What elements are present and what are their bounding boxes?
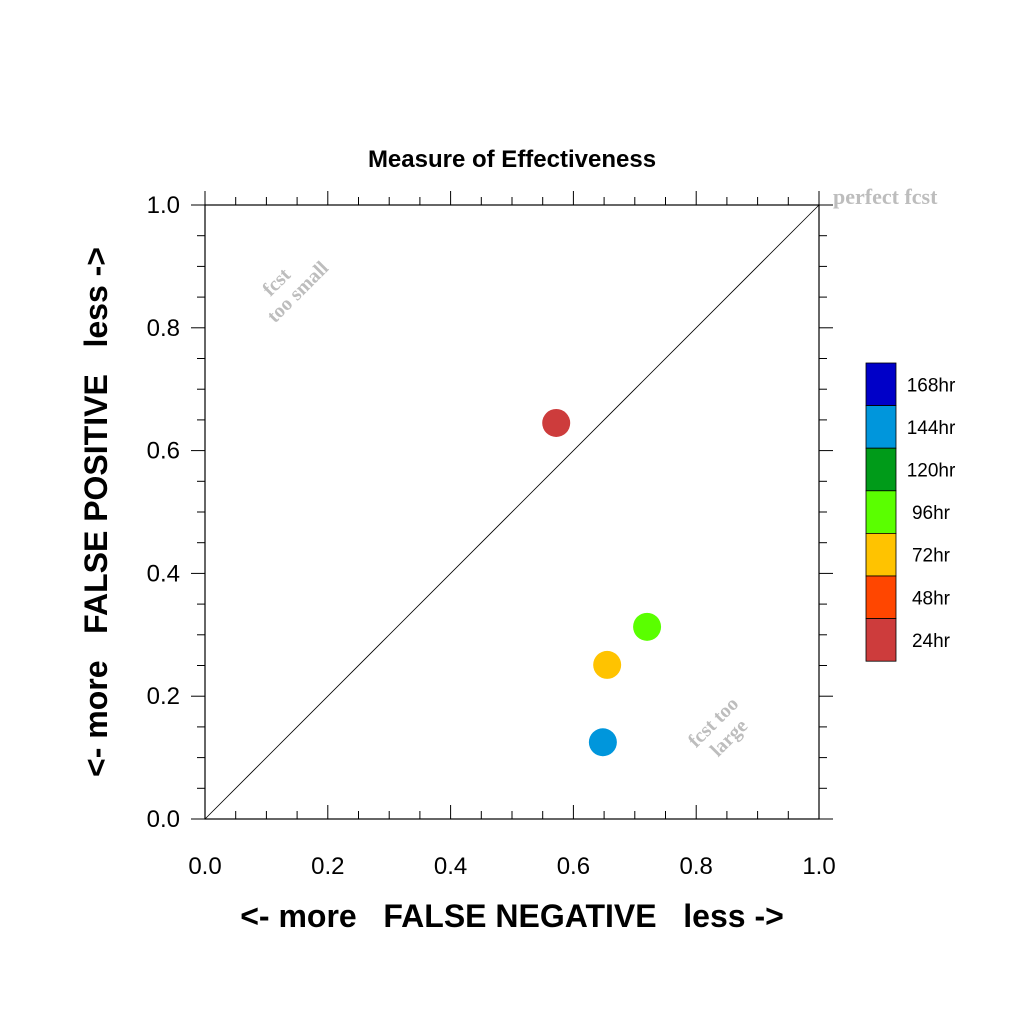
legend-swatch-24hr bbox=[865, 618, 897, 662]
y-tick-label: 0.0 bbox=[147, 806, 180, 833]
legend-label-144hr: 144hr bbox=[907, 418, 956, 439]
plot-area: 0.0 0.2 0.4 0.6 0.8 1.0 0.0 0.2 0.4 0.6 0.8 1.0 bbox=[147, 191, 836, 880]
legend-label-120hr: 120hr bbox=[907, 461, 956, 482]
legend-label-48hr: 48hr bbox=[912, 588, 951, 609]
point-72hr bbox=[593, 650, 622, 679]
x-axis-label: <- more FALSE NEGATIVE less -> bbox=[240, 898, 784, 934]
legend-label-96hr: 96hr bbox=[912, 503, 951, 524]
legend-swatch-120hr bbox=[865, 447, 897, 492]
point-96hr bbox=[633, 612, 662, 641]
point-24hr bbox=[542, 408, 571, 437]
legend-swatch-48hr bbox=[865, 575, 897, 619]
y-tick-label: 0.8 bbox=[147, 315, 180, 342]
y-tick-label: 0.2 bbox=[147, 683, 180, 710]
y-tick-label: 1.0 bbox=[147, 192, 180, 219]
too-small-annotation: fcst too small bbox=[258, 257, 333, 327]
x-tick-label: 1.0 bbox=[802, 853, 835, 880]
x-tick-label: 0.0 bbox=[188, 853, 221, 880]
x-tick-label: 0.4 bbox=[434, 853, 467, 880]
chart-title: Measure of Effectiveness bbox=[368, 146, 656, 173]
perfect-forecast-annotation: perfect fcst bbox=[833, 184, 938, 209]
reference-diagonal bbox=[204, 204, 820, 820]
x-tick-label: 0.8 bbox=[680, 853, 713, 880]
x-tick-label: 0.2 bbox=[311, 853, 344, 880]
legend-swatch-96hr bbox=[865, 490, 897, 534]
legend-label-24hr: 24hr bbox=[912, 631, 951, 652]
legend: 168hr 144hr 120hr 96hr 72hr 48hr 24hr bbox=[865, 362, 956, 662]
y-tick-label: 0.6 bbox=[147, 438, 180, 465]
legend-swatch-72hr bbox=[865, 533, 897, 577]
legend-swatch-168hr bbox=[865, 362, 897, 406]
point-144hr bbox=[588, 728, 617, 757]
legend-swatch-144hr bbox=[865, 405, 897, 449]
legend-label-72hr: 72hr bbox=[912, 546, 951, 567]
legend-label-168hr: 168hr bbox=[907, 375, 956, 396]
y-axis-label: <- more FALSE POSITIVE less -> bbox=[78, 247, 114, 777]
y-tick-label: 0.4 bbox=[147, 560, 180, 587]
x-tick-label: 0.6 bbox=[557, 853, 590, 880]
too-large-annotation: fcst too large bbox=[684, 693, 752, 761]
